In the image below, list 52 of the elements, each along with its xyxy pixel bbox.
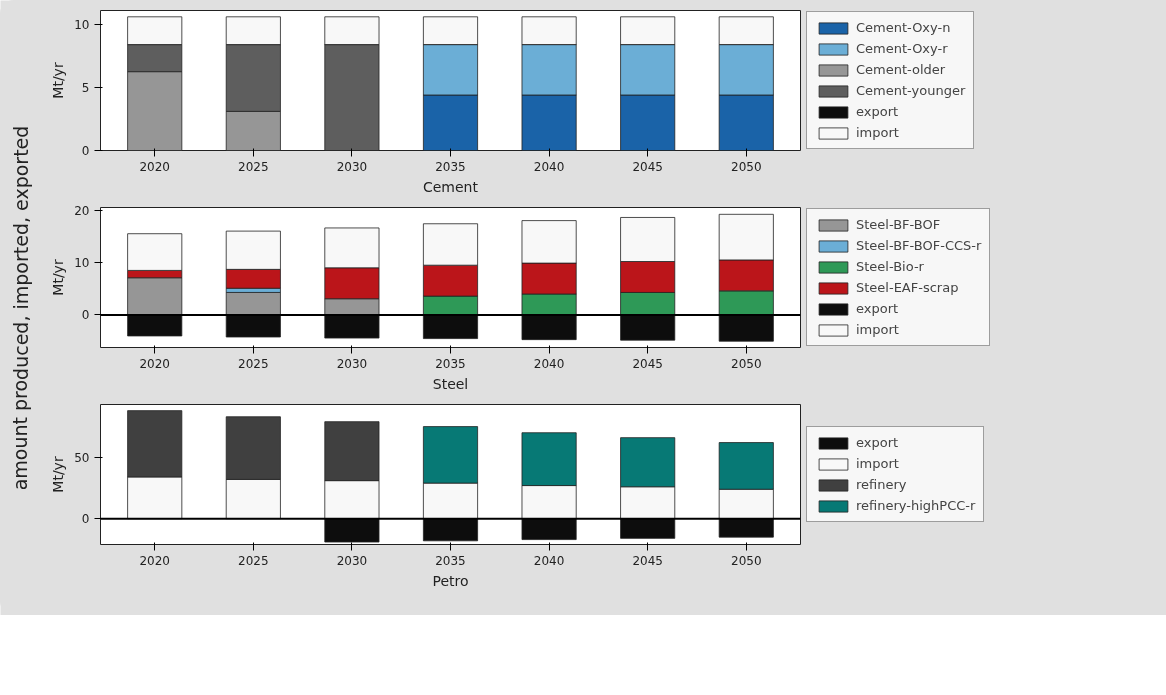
text: amount produced, imported, exported — [9, 125, 32, 491]
legend-label: Steel-BF-BOF — [856, 217, 941, 232]
y-tick-label: 50 — [74, 450, 90, 465]
x-tick-label: 2035 — [435, 356, 466, 371]
legend-label: Cement-Oxy-r — [856, 41, 948, 56]
legend-label: import — [856, 456, 899, 471]
y-axis-title: Mt/yr — [50, 259, 67, 296]
y-tick-label: 10 — [74, 17, 90, 32]
legend-label: export — [856, 104, 899, 119]
legend-label: Steel-Bio-r — [856, 259, 924, 274]
y-axis-title: Mt/yr — [50, 62, 67, 99]
legend-label: Cement-older — [856, 62, 946, 77]
x-axis-title: Cement — [423, 178, 479, 195]
x-tick-label: 2030 — [336, 356, 368, 371]
x-tick-label: 2050 — [731, 553, 762, 568]
x-axis-title: Petro — [432, 572, 469, 589]
x-tick-label: 2045 — [632, 356, 663, 371]
x-tick-label: 2025 — [238, 356, 269, 371]
x-tick-label: 2020 — [139, 159, 170, 174]
y-tick-label: 0 — [81, 144, 90, 158]
legend-label: refinery — [856, 477, 907, 492]
legend-label: import — [856, 322, 899, 337]
legend-label: refinery-highPCC-r — [856, 498, 976, 513]
legend-label: export — [856, 435, 899, 450]
x-tick-label: 2035 — [435, 159, 466, 174]
x-tick-label: 2035 — [435, 553, 466, 568]
x-tick-label: 2025 — [238, 553, 269, 568]
legend-label: Cement-younger — [856, 83, 966, 98]
x-tick-label: 2040 — [533, 356, 565, 371]
legend-label: Cement-Oxy-n — [856, 20, 951, 35]
legend-label: Steel-EAF-scrap — [856, 280, 959, 295]
x-tick-label: 2050 — [731, 356, 762, 371]
y-tick-label: 0 — [81, 308, 90, 323]
y-tick-label: 0 — [81, 512, 90, 527]
y-tick-label: 20 — [74, 203, 90, 218]
x-tick-label: 2050 — [731, 159, 762, 174]
y-tick-label: 5 — [81, 80, 90, 95]
x-tick-label: 2040 — [533, 553, 565, 568]
legend-label: import — [856, 125, 899, 140]
x-tick-label: 2040 — [533, 159, 565, 174]
x-tick-label: 2025 — [238, 159, 269, 174]
x-tick-label: 2045 — [632, 159, 663, 174]
legend-label: export — [856, 301, 899, 316]
x-tick-label: 2045 — [632, 553, 663, 568]
x-tick-label: 2030 — [336, 553, 368, 568]
y-axis-title: Mt/yr — [50, 456, 67, 493]
x-tick-label: 2020 — [139, 553, 170, 568]
x-tick-label: 2030 — [336, 159, 368, 174]
x-tick-label: 2020 — [139, 356, 170, 371]
y-tick-label: 10 — [74, 256, 90, 271]
legend-label: Steel-BF-BOF-CCS-r — [856, 238, 982, 253]
x-axis-title: Steel — [432, 375, 469, 392]
